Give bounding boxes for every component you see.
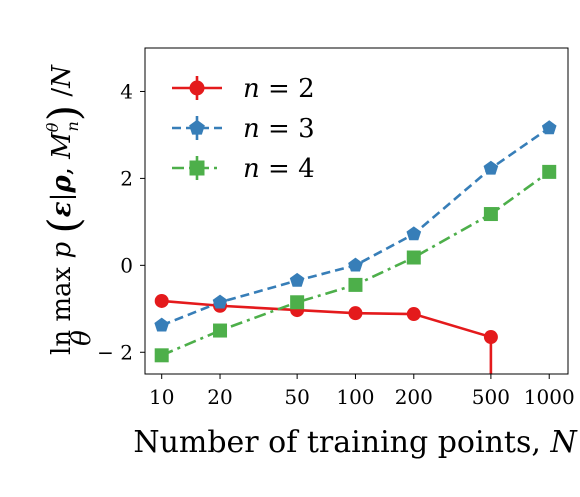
series-3: [154, 120, 557, 332]
legend-item: n = 2: [172, 74, 315, 104]
legend-marker: [189, 160, 205, 176]
data-point: [406, 226, 422, 241]
x-tick-label: 500: [472, 385, 510, 409]
x-tick-label: 100: [336, 385, 374, 409]
y-tick-label: 0: [120, 253, 133, 277]
data-point: [348, 277, 363, 292]
y-axis-title: ln max p (ε|ρ, Mθn) /Nθ: [39, 64, 97, 355]
x-axis-title-variable: N: [549, 425, 578, 460]
legend-item: n = 4: [172, 154, 315, 184]
x-tick-label: 1000: [524, 385, 575, 409]
data-point: [213, 323, 228, 338]
data-point: [154, 293, 169, 308]
y-axis-title-sub: θ: [67, 330, 97, 346]
legend-label: n = 2: [243, 74, 315, 104]
x-tick-label: 20: [207, 385, 232, 409]
data-point: [541, 120, 557, 135]
data-point: [212, 294, 228, 309]
data-point: [406, 250, 421, 265]
data-point: [348, 257, 363, 272]
series-line: [161, 299, 493, 374]
legend-label: n = 3: [243, 114, 315, 144]
x-tick-label: 10: [149, 385, 174, 409]
legend-marker: [189, 119, 205, 135]
data-point: [154, 348, 169, 363]
axes-frame: [144, 47, 569, 375]
data-point: [154, 317, 170, 332]
x-tick-label: 50: [284, 385, 309, 409]
x-axis-title-text: Number of training points,: [133, 425, 550, 460]
data-point: [406, 307, 421, 322]
data-point: [483, 160, 499, 175]
y-tick-label: 4: [120, 79, 133, 103]
y-axis-title-text: ln max p (ε|ρ, Mθn) /N: [39, 64, 88, 355]
series-4: [154, 164, 557, 363]
legend-marker: [189, 80, 205, 96]
legend: n = 2 n = 3 n = 4: [172, 74, 315, 184]
y-tick-label: − 2: [97, 340, 133, 364]
data-point: [290, 295, 305, 310]
data-point: [483, 330, 498, 345]
data-point: [483, 207, 498, 222]
legend-label: n = 4: [243, 154, 315, 184]
axes-layer: 10 20 50 100 200 500 1000 − 2 0 2 4: [97, 47, 575, 409]
x-tick-label: 200: [395, 385, 433, 409]
legend-item: n = 3: [172, 114, 315, 144]
data-point: [542, 164, 557, 179]
data-point: [348, 306, 363, 321]
plot-layer: [154, 120, 557, 374]
x-axis-title: Number of training points, N: [133, 425, 578, 460]
data-point: [289, 272, 305, 287]
y-tick-label: 2: [120, 166, 133, 190]
